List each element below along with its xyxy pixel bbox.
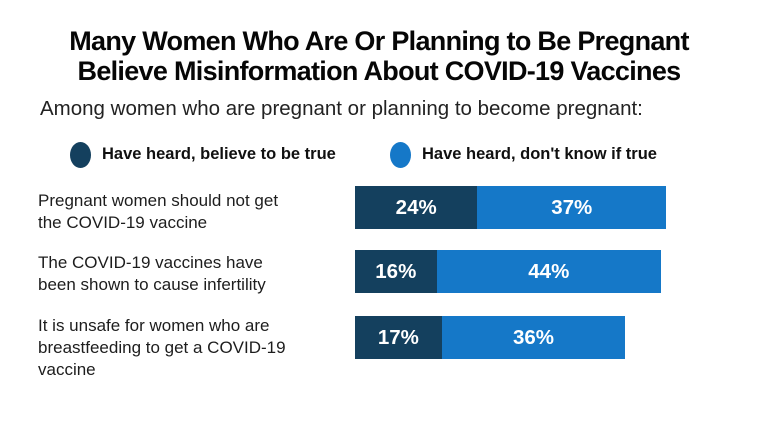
bar-segment-believe: 17% — [355, 316, 442, 359]
legend-item-believe-true: Have heard, believe to be true — [70, 141, 336, 168]
bar-segment-dont-know: 44% — [436, 250, 661, 293]
chart-title-line-2: Believe Misinformation About COVID-19 Va… — [77, 56, 682, 86]
category-label-infertility: The COVID-19 vaccines have been shown to… — [38, 252, 338, 296]
bar-value-dont-know: 36% — [512, 325, 554, 349]
chart-title-line-1: Many Women Who Are Or Planning to Be Pre… — [69, 26, 689, 56]
category-label-line: Pregnant women should not get — [38, 191, 279, 210]
bar-pregnant-women: 24% 37% — [355, 186, 667, 229]
bar-infertility: 16% 44% — [355, 250, 661, 293]
category-label-pregnant-women: Pregnant women should not get the COVID-… — [38, 190, 338, 234]
legend-label-dont-know: Have heard, don't know if true — [422, 145, 657, 163]
bar-value-believe: 24% — [395, 195, 437, 219]
bar-segment-dont-know: 37% — [477, 186, 667, 229]
category-label-line: the COVID-19 vaccine — [38, 213, 208, 232]
bar-segment-believe: 16% — [355, 250, 437, 293]
category-label-line: been shown to cause infertility — [38, 275, 266, 294]
chart-subtitle: Among women who are pregnant or planning… — [40, 97, 643, 120]
bar-breastfeeding: 17% 36% — [355, 316, 626, 359]
category-label-line: vaccine — [38, 360, 96, 379]
chart-title: Many Women Who Are Or Planning to Be Pre… — [0, 26, 758, 86]
category-label-line: It is unsafe for women who are — [38, 316, 270, 335]
bar-segment-dont-know: 36% — [441, 316, 626, 359]
legend-dot-dont-know-icon — [390, 141, 411, 168]
legend-dot-believe-icon — [70, 141, 91, 168]
legend-label-believe-true: Have heard, believe to be true — [102, 145, 336, 163]
bar-value-believe: 17% — [377, 325, 419, 349]
category-label-line: The COVID-19 vaccines have — [38, 253, 263, 272]
bar-value-dont-know: 37% — [551, 195, 593, 219]
bar-value-dont-know: 44% — [528, 259, 570, 283]
legend-item-dont-know: Have heard, don't know if true — [390, 141, 657, 168]
category-label-line: breastfeeding to get a COVID-19 — [38, 338, 286, 357]
category-label-breastfeeding: It is unsafe for women who are breastfee… — [38, 315, 338, 381]
bar-segment-believe: 24% — [355, 186, 478, 229]
bar-value-believe: 16% — [375, 259, 417, 283]
